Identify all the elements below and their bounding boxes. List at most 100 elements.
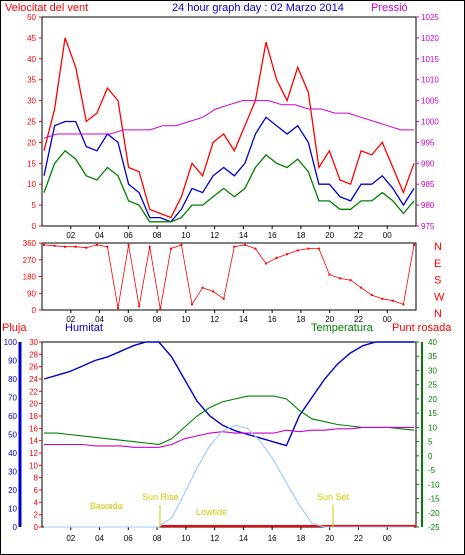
chart1-xtick-label: 12 [210,231,219,240]
humidity-temperature-chart: 0102030405060708090100024681012141618202… [4,338,440,543]
chart1-y2tick-label: 1020 [421,34,439,43]
chart3-xtick-label: 04 [95,534,104,543]
chart3-temp-tick: 10 [428,423,437,432]
chart1-y2tick-label: 1000 [421,118,439,127]
chart3-rain-tick: 2 [34,511,39,520]
chart3-rain-tick: 18 [29,412,38,421]
chart2-direction-line [43,244,415,310]
chart1-xtick-label: 06 [124,231,133,240]
chart3-temp-tick: -20 [428,509,440,518]
chart3-xtick-label: 18 [296,534,305,543]
chart1-y2tick-label: 980 [421,201,435,210]
chart1-xtick-label: 16 [268,231,277,240]
chart3-rain-tick: 16 [29,424,38,433]
chart3-temp-tick: 0 [428,452,433,461]
chart3-xtick-label: 10 [181,534,190,543]
chart2-xtick-label: 22 [354,315,363,324]
chart1-ytick-label: 30 [27,97,36,106]
chart1-xtick-label: 18 [296,231,305,240]
chart1-ytick-label: 5 [32,201,37,210]
chart3-humidity-tick: 50 [8,431,17,440]
chart3-xtick-label: 20 [325,534,334,543]
chart1-y2tick-label: 995 [421,138,435,147]
chart1-xtick-label: 08 [153,231,162,240]
sun-rise-label: Sun Rise [142,492,179,502]
chart2-compass-label: E [434,258,441,270]
chart3-temp-tick: 15 [428,409,437,418]
chart3-humidity-tick: 10 [8,505,17,514]
chart3-rain-tick: 22 [29,387,38,396]
chart1-ytick-label: 0 [32,222,37,231]
chart2-ytick-label: 270 [23,256,37,265]
chart1-y2tick-label: 1025 [421,13,439,22]
chart3-rain-tick: 20 [29,400,38,409]
chart1-xtick-label: 04 [95,231,104,240]
chart3-temp-tick: 5 [428,438,433,447]
chart1-xtick-label: 20 [325,231,334,240]
chart2-xtick-label: 04 [95,315,104,324]
chart1-ytick-label: 20 [27,138,36,147]
humidity-label: Humitat [65,322,103,334]
temperature-label: Temperatura [311,322,374,334]
chart3-humidity-tick: 100 [4,338,18,347]
chart2-compass-label: N [434,308,442,320]
chart1-y2tick-label: 1010 [421,76,439,85]
chart3-series-magenta [44,426,414,448]
chart3-rain-tick: 0 [34,523,39,532]
chart3-humidity-tick: 20 [8,486,17,495]
chart3-rain-tick: 28 [29,350,38,359]
chart3-humidity-tick: 0 [13,523,18,532]
chart-title: 24 hour graph day : 02 Marzo 2014 [172,2,344,14]
chart3-humidity-tick: 70 [8,394,17,403]
rain-label: Pluja [2,322,27,334]
chart1-series-red [43,37,415,219]
dew-point-label: Punt rosada [392,322,452,334]
chart3-humidity-tick: 90 [8,357,17,366]
chart1-y2tick-label: 975 [421,222,435,231]
chart1-ytick-label: 35 [27,76,36,85]
chart1-series-green [43,149,415,223]
chart2-xtick-label: 20 [325,315,334,324]
chart3-rain-tick: 12 [29,449,38,458]
chart3-series-green [44,395,415,446]
chart1-xtick-label: 14 [239,231,248,240]
chart1-ytick-label: 10 [27,180,36,189]
chart3-rain-tick: 6 [34,486,39,495]
chart3-temp-tick: -15 [428,495,440,504]
chart3-rain-tick: 4 [34,498,39,507]
chart3-humidity-tick: 80 [8,375,17,384]
chart1-y2tick-label: 1005 [421,97,439,106]
pressure-label: Pressió [371,2,408,14]
chart3-xtick-label: 12 [210,534,219,543]
baixada-label: Baixada [90,501,123,511]
chart3-temp-tick: -25 [428,523,440,532]
chart3-humidity-tick: 60 [8,412,17,421]
chart3-xtick-label: 14 [239,534,248,543]
chart3-xtick-label: 00 [383,534,392,543]
chart2-xtick-label: 16 [268,315,277,324]
chart3-xtick-label: 06 [124,534,133,543]
chart3-temp-tick: -5 [428,466,436,475]
chart2-ytick-label: 360 [23,239,37,248]
chart1-xtick-label: 22 [354,231,363,240]
chart2-xtick-label: 06 [124,315,133,324]
chart3-xtick-label: 02 [66,534,75,543]
chart1-ytick-label: 40 [27,55,36,64]
sun-set-label: Sun Set [317,492,350,502]
chart1-ytick-label: 45 [27,34,36,43]
chart3-rain-tick: 14 [29,437,38,446]
chart2-xtick-label: 08 [153,315,162,324]
chart2-ytick-label: 180 [23,273,37,282]
chart1-ytick-label: 15 [27,159,36,168]
chart1-xtick-label: 02 [66,231,75,240]
chart1-y2tick-label: 990 [421,159,435,168]
chart2-compass-label: N [434,241,442,253]
chart3-rain-tick: 10 [29,461,38,470]
chart2-compass-label: W [434,291,445,303]
chart3-rain-tick: 8 [34,474,39,483]
chart1-series-magenta [43,100,414,139]
chart3-temp-tick: 40 [428,338,437,347]
